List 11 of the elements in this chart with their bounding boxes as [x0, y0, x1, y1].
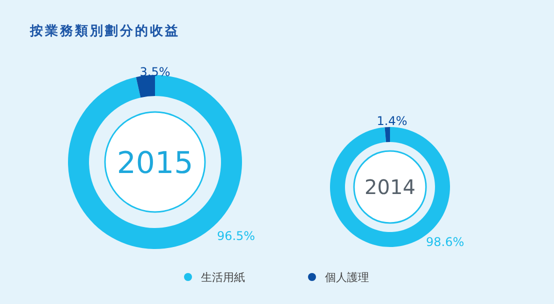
- donut-slice: [384, 127, 390, 142]
- data-label: 98.6%: [426, 235, 464, 249]
- text: 2015: [116, 146, 194, 181]
- data-label: 3.5%: [140, 65, 170, 79]
- legend-label: 生活用紙: [201, 271, 245, 284]
- text: 2014: [364, 175, 416, 200]
- data-label: 1.4%: [376, 114, 408, 128]
- legend-label: 個人護理: [325, 271, 369, 284]
- chart-title: 按業務類別劃分的收益: [29, 23, 180, 39]
- data-label: 96.5%: [216, 229, 256, 243]
- donut-slice: [136, 75, 155, 98]
